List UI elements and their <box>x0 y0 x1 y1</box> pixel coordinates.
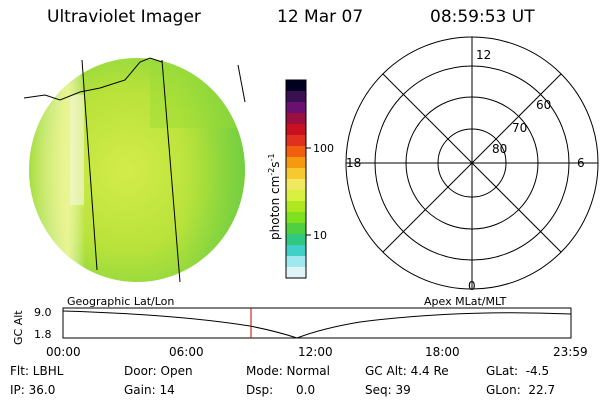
status-dsp: Dsp: 0.0 <box>246 383 316 397</box>
status-ip: IP: 36.0 <box>10 383 56 397</box>
status-seq: Seq: 39 <box>365 383 411 397</box>
colorbar-tick-10: 10 <box>313 229 327 242</box>
y-tick-1-8: 1.8 <box>34 328 52 341</box>
colorbar-swatch <box>286 223 306 235</box>
altitude-curve <box>62 310 572 339</box>
mlt-label-6: 6 <box>577 156 585 170</box>
status-door: Door: Open <box>124 364 193 378</box>
colorbar-unit-label: photon cm-2s-1 <box>267 153 282 240</box>
mlt-label-0: 0 <box>468 279 476 293</box>
colorbar-swatch <box>286 234 306 246</box>
colorbar-swatch <box>286 113 306 125</box>
mlat-label-80: 80 <box>492 142 507 156</box>
status-glon: GLon: 22.7 <box>486 383 556 397</box>
colorbar-swatch <box>286 256 306 268</box>
x-tick-1200: 12:00 <box>298 345 333 359</box>
instrument-title: Ultraviolet Imager <box>47 7 201 27</box>
color-scale-bar <box>285 79 307 279</box>
colorbar-swatch <box>286 124 306 136</box>
altitude-plot-frame <box>62 307 572 339</box>
gc-alt-axis-label: GC Alt <box>12 310 25 345</box>
status-gc-alt: GC Alt: 4.4 Re <box>365 364 449 378</box>
mlt-label-12: 12 <box>476 48 491 62</box>
color-scale-ticks <box>306 147 311 236</box>
x-tick-0600: 06:00 <box>169 345 204 359</box>
colorbar-swatch <box>286 179 306 191</box>
status-glat: GLat: -4.5 <box>486 364 550 378</box>
colorbar-swatch <box>286 102 306 114</box>
colorbar-border <box>285 79 307 279</box>
status-gain: Gain: 14 <box>124 383 175 397</box>
colorbar-tick-100: 100 <box>313 142 334 155</box>
colorbar-swatch <box>286 146 306 158</box>
colorbar-swatch <box>286 267 306 279</box>
colorbar-swatch <box>286 201 306 213</box>
colorbar-swatch <box>286 80 306 92</box>
mlt-label-18: 18 <box>346 156 361 170</box>
status-mode: Mode: Normal <box>246 364 330 378</box>
colorbar-swatch <box>286 91 306 103</box>
apex-mlat-mlt-label: Apex MLat/MLT <box>424 295 507 308</box>
y-tick-9: 9.0 <box>34 306 52 319</box>
x-tick-2359: 23:59 <box>553 345 588 359</box>
x-tick-0000: 00:00 <box>46 345 81 359</box>
x-tick-1800: 18:00 <box>425 345 460 359</box>
mlat-label-60: 60 <box>536 98 551 112</box>
geographic-latlon-label: Geographic Lat/Lon <box>67 295 174 308</box>
date-label: 12 Mar 07 <box>277 7 364 27</box>
time-label: 08:59:53 UT <box>430 7 535 27</box>
colorbar-swatch <box>286 212 306 224</box>
colorbar-swatch <box>286 135 306 147</box>
geographic-lines <box>23 57 246 283</box>
colorbar-swatch <box>286 190 306 202</box>
colorbar-swatch <box>286 168 306 180</box>
mlat-label-70: 70 <box>512 121 527 135</box>
colorbar-swatch <box>286 245 306 257</box>
status-filter: Flt: LBHL <box>10 364 64 378</box>
earth-disk-image <box>29 58 245 282</box>
polar-grid <box>345 36 599 290</box>
colorbar-swatch <box>286 157 306 169</box>
